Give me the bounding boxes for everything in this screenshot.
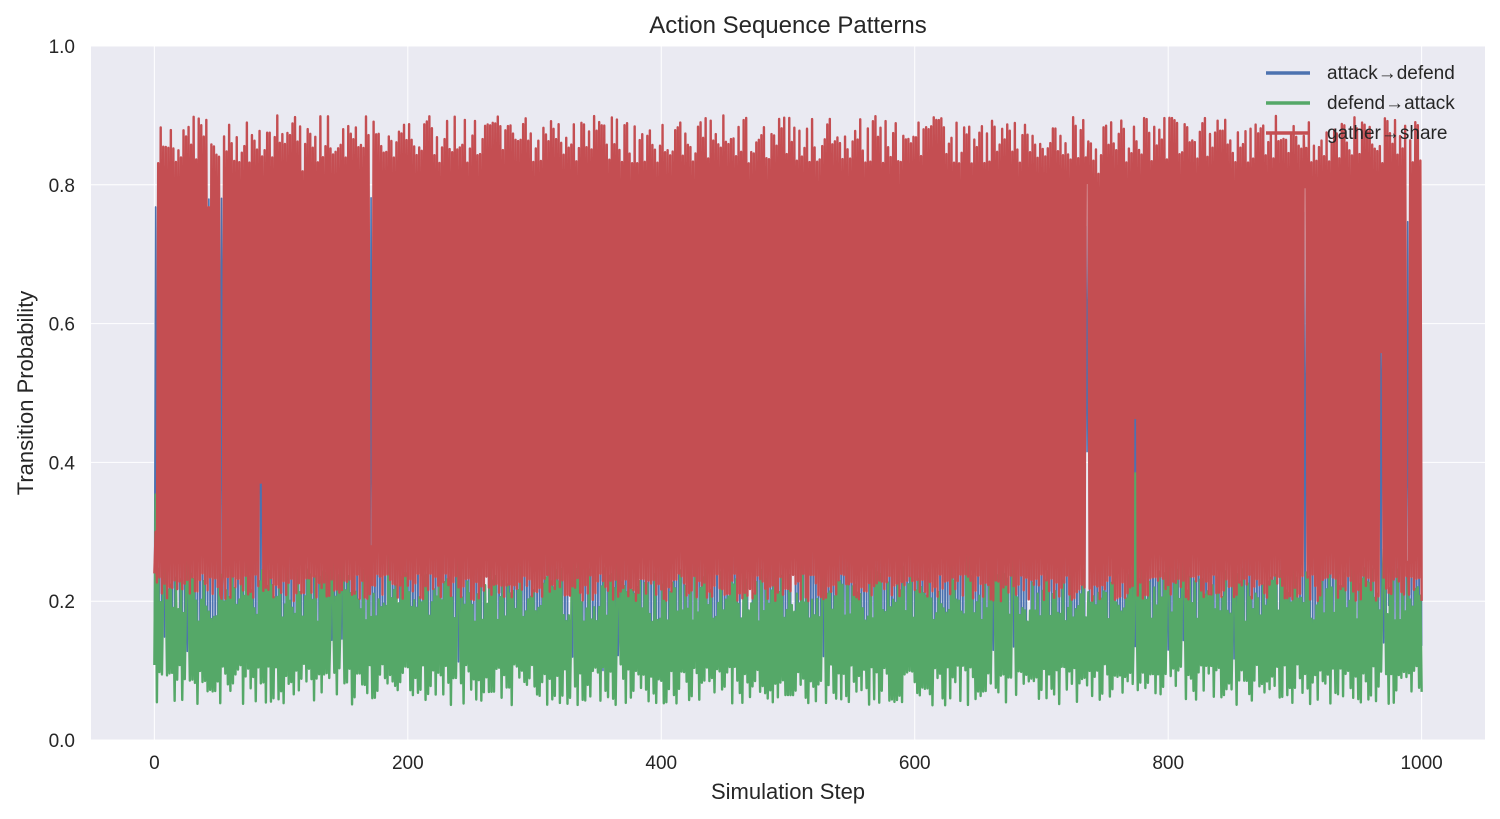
y-axis-title: Transition Probability <box>13 291 38 496</box>
x-tick-label: 200 <box>392 753 424 774</box>
chart-title: Action Sequence Patterns <box>649 12 927 39</box>
x-tick-label: 400 <box>645 753 677 774</box>
x-tick-label: 1000 <box>1400 753 1442 774</box>
y-tick-label: 0.0 <box>49 731 75 752</box>
series-line-1 <box>153 472 1423 707</box>
series-line-2 <box>153 114 1423 603</box>
legend: attack→defend defend→attack gather→share <box>1266 63 1455 144</box>
y-tick-label: 0.4 <box>49 453 76 474</box>
legend-label: attack→defend <box>1327 63 1455 84</box>
y-tick-label: 0.8 <box>49 176 75 197</box>
tick-labels: 0 200 400 600 800 1000 0.0 0.2 0.4 0.6 0.8 1.0 <box>49 37 1443 774</box>
x-tick-label: 800 <box>1152 753 1184 774</box>
x-tick-label: 600 <box>899 753 931 774</box>
x-axis-title: Simulation Step <box>711 779 865 804</box>
legend-label: gather→share <box>1327 123 1447 144</box>
x-tick-label: 0 <box>149 753 160 774</box>
y-tick-label: 1.0 <box>49 37 75 58</box>
y-tick-label: 0.2 <box>49 592 75 613</box>
series-layer <box>153 114 1423 707</box>
y-tick-label: 0.6 <box>49 315 75 336</box>
legend-label: defend→attack <box>1327 93 1455 114</box>
